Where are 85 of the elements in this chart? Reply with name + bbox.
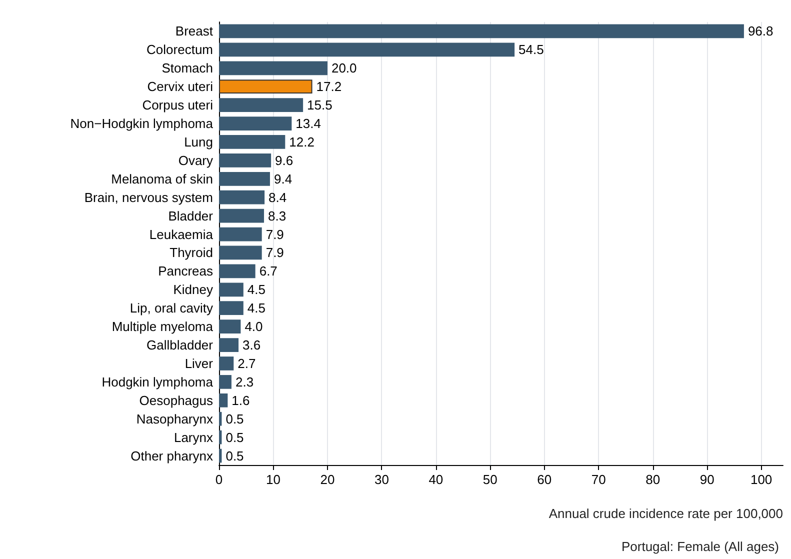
data-label: 9.6 — [275, 152, 294, 168]
y-tick-label: Lung — [184, 134, 213, 150]
x-axis-title: Annual crude incidence rate per 100,000 — [548, 506, 783, 521]
bar — [219, 172, 270, 186]
x-tick-label: 80 — [646, 472, 660, 487]
y-tick-label: Hodgkin lymphoma — [102, 374, 214, 390]
data-label: 7.9 — [266, 226, 284, 242]
y-tick-label: Liver — [184, 356, 214, 371]
bar — [219, 264, 256, 278]
bar — [219, 412, 222, 426]
bar — [219, 320, 241, 334]
y-tick-label: Brain, nervous system — [84, 190, 213, 205]
x-tick-label: 60 — [537, 472, 552, 487]
bar — [219, 208, 264, 223]
bar — [219, 61, 328, 76]
bar — [219, 135, 286, 149]
bar — [219, 301, 244, 316]
data-label: 4.5 — [247, 300, 266, 316]
data-label: 4.5 — [247, 282, 266, 298]
data-label: 8.4 — [268, 190, 287, 205]
bar — [219, 116, 292, 130]
data-label: 96.8 — [748, 24, 774, 39]
x-tick-label: 10 — [266, 472, 280, 487]
bar — [219, 430, 222, 444]
x-tick-label: 20 — [320, 472, 335, 487]
data-label: 4.0 — [244, 319, 263, 334]
data-label: 1.6 — [232, 392, 250, 408]
y-tick-label: Stomach — [162, 60, 213, 76]
y-tick-label: Cervix uteri — [147, 79, 214, 94]
bar — [219, 190, 265, 204]
x-tick-label: 40 — [428, 472, 444, 487]
data-label: 2.7 — [238, 356, 256, 371]
y-tick-label: Thyroid — [170, 245, 213, 260]
bar — [219, 227, 262, 242]
bar — [219, 393, 228, 408]
bar — [219, 80, 312, 94]
y-tick-label: Other pharynx — [130, 448, 214, 464]
bar — [219, 356, 234, 370]
bar — [219, 338, 239, 352]
data-label: 17.2 — [316, 79, 342, 94]
y-tick-label: Multiple myeloma — [112, 319, 214, 334]
data-label: 15.5 — [307, 98, 332, 113]
y-tick-label: Kidney — [173, 282, 214, 298]
bar — [219, 154, 272, 168]
bar — [219, 448, 222, 463]
y-tick-label: Lip, oral cavity — [130, 300, 214, 316]
y-tick-label: Ovary — [178, 152, 214, 168]
y-tick-label: Larynx — [174, 430, 214, 445]
y-tick-label: Oesophagus — [139, 392, 214, 408]
y-tick-label: Bladder — [168, 208, 214, 224]
x-tick-label: 30 — [374, 472, 389, 487]
data-label: 2.3 — [235, 374, 254, 390]
data-label: 3.6 — [242, 338, 261, 353]
data-label: 8.3 — [268, 208, 286, 224]
bar — [219, 24, 744, 38]
data-label: 0.5 — [226, 448, 244, 464]
bar — [219, 98, 304, 112]
y-tick-label: Breast — [175, 24, 214, 39]
y-tick-label: Nasopharynx — [136, 411, 214, 426]
bar — [219, 42, 515, 57]
x-tick-label: 0 — [215, 472, 223, 487]
y-tick-label: Leukaemia — [149, 226, 214, 242]
bar — [219, 246, 262, 260]
bar — [219, 282, 244, 297]
x-tick-label: 100 — [750, 472, 772, 487]
y-tick-label: Gallbladder — [146, 338, 214, 353]
bar — [219, 375, 232, 389]
data-label: 0.5 — [226, 411, 244, 426]
data-label: 20.0 — [331, 60, 357, 76]
y-tick-label: Pancreas — [158, 264, 214, 279]
data-label: 7.9 — [266, 245, 284, 260]
y-tick-label: Melanoma of skin — [111, 171, 213, 186]
data-label: 13.4 — [296, 116, 321, 132]
x-tick-label: 90 — [700, 472, 714, 487]
y-tick-label: Non−Hodgkin lymphoma — [70, 116, 214, 132]
text: Portugal: Female (All ages) — [621, 539, 780, 554]
x-tick-label: 70 — [591, 472, 606, 487]
data-label: 54.5 — [518, 42, 544, 58]
data-label: 9.4 — [274, 171, 292, 186]
data-label: 6.7 — [259, 264, 278, 279]
data-label: 0.5 — [226, 430, 244, 445]
y-tick-label: Colorectum — [146, 42, 213, 58]
data-label: 12.2 — [289, 134, 314, 150]
x-tick-label: 50 — [482, 472, 498, 487]
y-tick-label: Corpus uteri — [142, 98, 214, 113]
